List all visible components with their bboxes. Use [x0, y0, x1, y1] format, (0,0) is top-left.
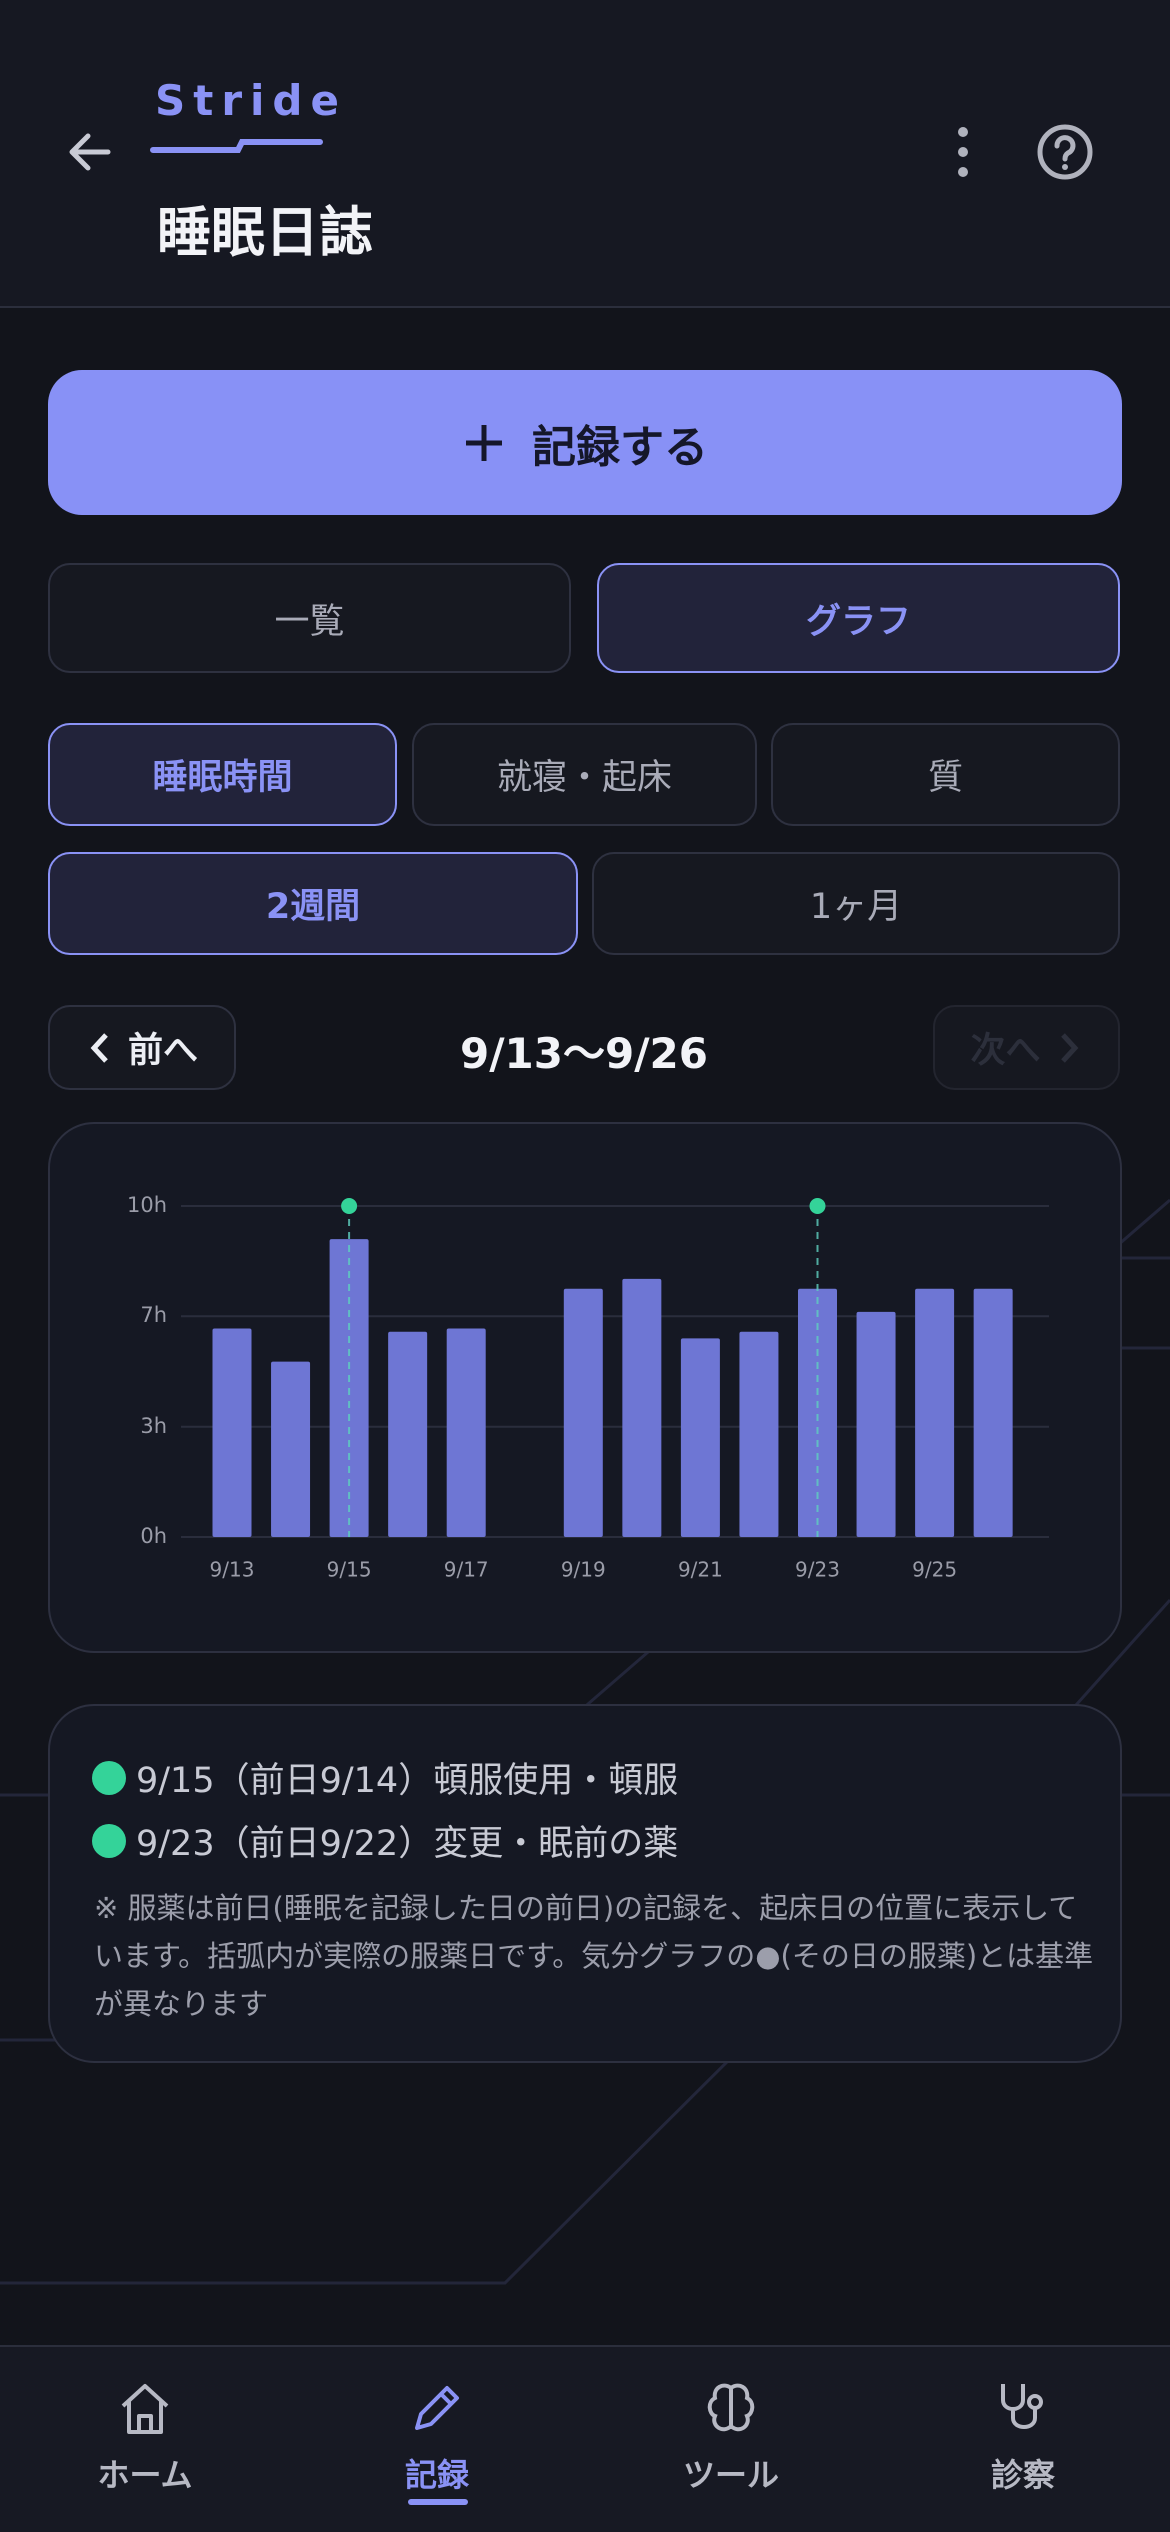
x-tick-label: 9/25 — [912, 1558, 957, 1582]
prev-button[interactable]: 前へ — [48, 1005, 236, 1090]
home-icon[interactable] — [115, 2378, 175, 2438]
note-text: 9/23（前日9/22）変更・眠前の薬 — [136, 1824, 679, 1864]
note-item: 9/23（前日9/22）変更・眠前の薬 — [92, 1815, 678, 1866]
x-tick-label: 9/21 — [678, 1558, 723, 1582]
next-label: 次へ — [970, 1031, 1041, 1071]
record-icon[interactable] — [407, 2378, 467, 2438]
marker-dot — [341, 1198, 358, 1214]
bar — [915, 1288, 955, 1537]
metric-tab[interactable]: 就寝・起床 — [412, 723, 757, 826]
bar — [739, 1331, 779, 1537]
notes-card — [48, 1704, 1122, 2063]
list-tab[interactable]: 一覧 — [48, 563, 571, 673]
med-dot — [92, 1823, 126, 1858]
page-title: 睡眠日誌 — [157, 201, 373, 264]
x-tick-label: 9/13 — [210, 1558, 255, 1582]
x-tick-label: 9/15 — [327, 1558, 372, 1582]
footnote: ※ 服薬は前日(睡眠を記録した日の前日)の記録を、起床日の位置に表示しています。… — [94, 1891, 1094, 2021]
record-label: 記録する — [532, 421, 708, 473]
next-button: 次へ — [933, 1005, 1120, 1090]
x-tick-label: 9/19 — [561, 1558, 606, 1582]
chart: 0h 3h 7h 10h 9/13 9/15 9/17 9/19 9/21 9/23 9/25 — [127, 1193, 1049, 1582]
brand: Stride — [155, 76, 347, 125]
prev-label: 前へ — [127, 1031, 198, 1071]
chevron-left — [90, 1032, 108, 1063]
metric-tab[interactable]: 質 — [771, 723, 1120, 826]
y-tick-label: 7h — [140, 1303, 167, 1327]
chevron-right — [1060, 1032, 1078, 1063]
note-text: 9/15（前日9/14）頓服使用・頓服 — [136, 1761, 679, 1801]
y-tick-label: 10h — [127, 1193, 167, 1217]
bar — [271, 1361, 311, 1537]
clinic-icon[interactable] — [993, 2378, 1053, 2438]
back-button[interactable] — [60, 122, 120, 182]
range-tab[interactable]: 1ヶ月 — [592, 852, 1120, 955]
bar — [973, 1288, 1013, 1537]
bar — [798, 1288, 837, 1537]
y-tick-label: 3h — [140, 1414, 167, 1438]
y-tick-label: 0h — [140, 1524, 167, 1548]
bottom-nav — [0, 2345, 1170, 2532]
nav-indicator — [408, 2499, 468, 2505]
nav-label[interactable]: 記録 — [404, 2456, 469, 2494]
med-dot — [92, 1760, 126, 1795]
bar — [388, 1331, 428, 1537]
x-tick-label: 9/17 — [444, 1558, 489, 1582]
bar — [622, 1278, 662, 1537]
brand-underline — [150, 139, 323, 153]
range-tab[interactable]: 2週間 — [48, 852, 578, 955]
note-item: 9/15（前日9/14）頓服使用・頓服 — [92, 1752, 678, 1803]
nav-label[interactable]: 診察 — [990, 2456, 1055, 2494]
bar — [680, 1338, 720, 1537]
period-label: 9/13〜9/26 — [459, 1029, 709, 1078]
metric-tab[interactable]: 睡眠時間 — [48, 723, 397, 826]
nav-label[interactable]: ツール — [682, 2456, 779, 2494]
menu-button[interactable] — [940, 122, 990, 182]
bar — [563, 1288, 603, 1537]
marker-dot — [809, 1198, 826, 1214]
nav-label[interactable]: ホーム — [97, 2456, 193, 2494]
tools-icon[interactable] — [701, 2378, 761, 2438]
bar — [212, 1328, 252, 1537]
graph-tab[interactable]: グラフ — [597, 563, 1120, 673]
bar — [446, 1328, 486, 1537]
bar — [856, 1311, 896, 1537]
record-button[interactable]: 記録する — [48, 370, 1122, 515]
help-button[interactable] — [1035, 122, 1095, 182]
plus-icon — [466, 424, 502, 461]
x-tick-label: 9/23 — [795, 1558, 840, 1582]
